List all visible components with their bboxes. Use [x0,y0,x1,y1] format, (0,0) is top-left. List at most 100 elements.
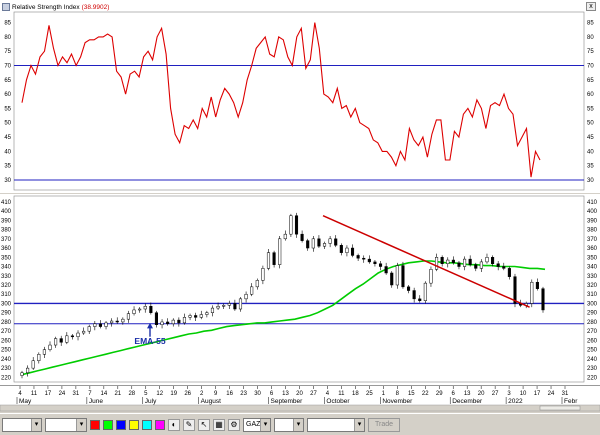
day-tick-label: 6 [270,391,274,397]
candle-body [412,290,416,300]
month-label: July [145,398,157,405]
settings-icon[interactable]: ⚙ [228,418,240,431]
rsi-y-tick-right: 45 [587,135,594,141]
rsi-y-tick-left: 70 [4,64,11,70]
month-label: September [271,398,304,405]
day-tick-label: 28 [128,391,135,397]
rsi-chart: 85 85 80 80 75 75 70 70 65 65 60 60 55 55 50 50 45 45 40 40… [4,11,594,191]
candle-body [541,288,545,311]
price-y-tick-right: 410 [587,200,598,206]
day-tick-label: 21 [114,391,121,397]
candle-body [37,354,41,362]
rsi-y-tick-right: 70 [587,64,594,70]
scrollbar-thumb[interactable] [539,405,581,411]
candle-body [390,272,394,286]
color-red-swatch[interactable] [90,419,100,430]
grid-icon[interactable]: ▦ [213,418,225,431]
candle-body [429,269,433,284]
candle-body [59,338,63,343]
price-y-tick-left: 230 [1,366,12,372]
day-tick-label: 5 [144,391,148,397]
day-tick-label: 11 [31,391,38,397]
candle-body [322,243,327,247]
color-blue-swatch[interactable] [116,419,126,430]
price-y-tick-left: 220 [1,375,12,381]
color-cyan-swatch[interactable] [142,419,152,430]
candle-body [182,317,187,324]
candle-body [48,344,52,350]
candle-body [26,367,30,374]
month-label: November [382,398,413,405]
candle-body [255,280,259,288]
price-y-tick-left: 290 [1,311,12,317]
close-icon[interactable]: x [586,2,596,11]
day-tick-label: 10 [520,391,527,397]
rsi-y-tick-left: 85 [4,21,11,27]
candle-body [463,258,467,267]
candle-body [440,257,444,264]
day-tick-label: 14 [101,391,108,397]
candle-body [132,309,136,314]
candle-body [423,282,427,301]
price-y-tick-right: 290 [587,311,598,317]
price-y-tick-right: 260 [587,338,598,344]
rsi-y-tick-right: 75 [587,49,594,55]
candle-body [311,238,315,249]
color-green-swatch[interactable] [103,419,113,430]
price-y-tick-right: 270 [587,329,598,335]
candle-body [160,321,164,325]
candle-body [166,321,170,325]
price-y-tick-right: 220 [587,375,598,381]
cursor-icon[interactable]: ↖ [198,418,210,431]
day-tick-label: 4 [326,391,330,397]
day-tick-label: 20 [296,391,303,397]
candle-body [171,319,175,325]
day-tick-label: 16 [226,391,233,397]
price-y-tick-left: 360 [1,246,12,252]
ema-55-line [21,260,546,376]
price-y-tick-left: 410 [1,200,12,206]
ema-label: EMA-55 [134,336,165,346]
candle-body [395,265,399,286]
brush-icon[interactable]: ✎ [183,418,195,431]
candle-body [261,268,265,281]
arrow-up-icon [147,322,153,329]
candle-body [266,252,271,269]
rsi-y-tick-right: 60 [587,92,594,98]
color-yellow-swatch[interactable] [129,419,139,430]
day-tick-label: 22 [422,391,429,397]
horizontal-scrollbar[interactable] [0,404,600,412]
day-tick-label: 9 [214,391,218,397]
price-y-tick-left: 280 [1,320,12,326]
rsi-y-tick-right: 55 [587,106,594,112]
account-select[interactable] [307,417,365,432]
candle-body [20,372,24,376]
rsi-pane[interactable]: 85 85 80 80 75 75 70 70 65 65 60 60 55 55 50 50 45 45 40 40… [0,0,600,193]
symbol-select[interactable]: GAZP [243,417,271,432]
price-y-tick-right: 340 [587,265,598,271]
price-chart: 410 410 400 400 390 390 380 380 370 370 360 360 350 3… [1,195,598,383]
price-y-tick-right: 230 [587,366,598,372]
price-y-tick-right: 240 [587,357,598,363]
candle-body [362,257,366,260]
period-select[interactable] [274,417,304,432]
day-tick-label: 17 [45,391,52,397]
price-y-tick-right: 280 [587,320,598,326]
candle-body [65,335,69,343]
day-tick-label: 25 [366,391,373,397]
trade-button[interactable]: Trade [368,417,401,432]
price-pane[interactable]: 410 410 400 400 390 390 380 380 370 370 360 360 350 3… [0,194,600,385]
day-tick-label: 2 [200,391,204,397]
candle-body [54,338,58,346]
price-y-tick-right: 400 [587,209,598,215]
candle-body [199,314,203,318]
candle-body [188,315,192,318]
price-y-tick-right: 380 [587,228,598,234]
month-label: Febr [564,398,578,405]
line-style-select[interactable] [2,417,42,432]
line-width-select[interactable] [45,417,87,432]
color-magenta-swatch[interactable] [155,419,165,430]
candle-body [216,305,220,309]
day-tick-label: 31 [562,391,569,397]
palette-icon[interactable]: ◐ [168,418,180,431]
